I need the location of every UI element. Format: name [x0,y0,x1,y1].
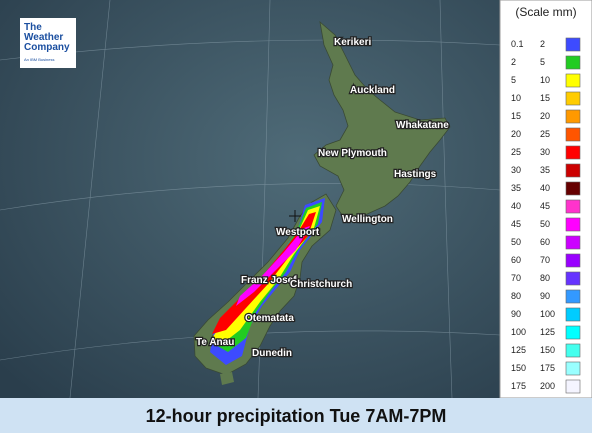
logo-text: The [24,22,42,33]
city-label: Hastings [394,169,437,180]
marker [289,210,301,222]
caption-bar [0,398,592,433]
legend-swatch [565,217,581,232]
legend-to: 70 [540,255,550,265]
legend-to: 30 [540,147,550,157]
city-label: Wellington [342,214,393,225]
city-label: Westport [276,227,320,238]
logo-text: Weather [24,32,63,43]
legend-swatch [565,361,581,376]
legend-from: 25 [511,147,521,157]
legend-from: 70 [511,273,521,283]
legend-to: 20 [540,111,550,121]
city-label: Te Anau [196,337,234,348]
city-label: Dunedin [252,348,292,359]
legend-to: 125 [540,327,555,337]
city-label: Kerikeri [334,37,371,48]
legend-to: 200 [540,381,555,391]
legend-from: 40 [511,201,521,211]
stewart-island [220,372,234,385]
legend-from: 2 [511,57,516,67]
legend-swatch [565,235,581,250]
legend-swatch [565,145,581,160]
legend-from: 90 [511,309,521,319]
legend-from: 5 [511,75,516,85]
legend-to: 5 [540,57,545,67]
legend-from: 100 [511,327,526,337]
legend-to: 80 [540,273,550,283]
legend-from: 125 [511,345,526,355]
legend-swatch [565,307,581,322]
legend-from: 20 [511,129,521,139]
legend-to: 15 [540,93,550,103]
legend-to: 60 [540,237,550,247]
legend-swatch [565,127,581,142]
legend-swatch [565,91,581,106]
legend-to: 175 [540,363,555,373]
city-label: Christchurch [290,279,352,290]
precipitation [210,198,325,365]
legend-from: 60 [511,255,521,265]
logo-tagline: An IBM Business [24,57,54,62]
legend-to: 25 [540,129,550,139]
city-label: Franz Josef [241,275,297,286]
city-label: New Plymouth [318,148,387,159]
city-labels: Kerikeri Auckland Whakatane New Plymouth Has… [195,36,451,361]
legend-from: 15 [511,111,521,121]
legend-from: 50 [511,237,521,247]
legend-from: 0.1 [511,39,524,49]
city-label: Whakatane [396,120,449,131]
legend-to: 50 [540,219,550,229]
legend-swatch [565,289,581,304]
legend-to: 45 [540,201,550,211]
legend-from: 30 [511,165,521,175]
logo-box [20,18,76,68]
legend-from: 10 [511,93,521,103]
legend-swatch [565,343,581,358]
legend-to: 150 [540,345,555,355]
legend-swatch [565,379,581,394]
caption: 12-hour precipitation Tue 7AM-7PM [146,406,447,426]
legend-swatch [565,37,581,52]
legend-to: 100 [540,309,555,319]
legend-to: 35 [540,165,550,175]
legend-from: 35 [511,183,521,193]
legend-swatch [565,181,581,196]
legend-swatch [565,199,581,214]
legend-swatch [565,109,581,124]
legend-from: 45 [511,219,521,229]
legend-to: 90 [540,291,550,301]
legend-swatch [565,325,581,340]
legend-swatch [565,163,581,178]
legend-swatch [565,271,581,286]
legend-title: (Scale mm) [515,5,576,19]
legend-from: 150 [511,363,526,373]
legend-swatch [565,73,581,88]
legend-swatch [565,55,581,70]
logo-text: Company [24,42,70,53]
legend-to: 10 [540,75,550,85]
legend-swatch [565,253,581,268]
legend-from: 80 [511,291,521,301]
city-label: Otematata [245,313,294,324]
legend-to: 2 [540,39,545,49]
legend-from: 175 [511,381,526,391]
north-island [313,20,451,222]
city-label: Auckland [350,85,395,96]
legend-to: 40 [540,183,550,193]
